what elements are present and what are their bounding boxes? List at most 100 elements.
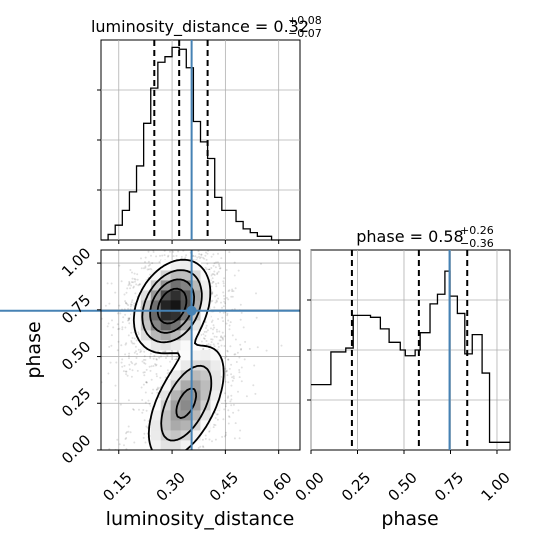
scatter-point (218, 265, 221, 268)
scatter-point (155, 358, 158, 360)
scatter-point (148, 365, 151, 368)
scatter-point (136, 273, 139, 276)
title-luminosity-distance-minus: −0.07 (288, 27, 322, 40)
scatter-point (239, 303, 242, 306)
density-cell (180, 270, 191, 281)
density-cell (150, 270, 162, 281)
scatter-point (211, 299, 214, 302)
scatter-point (128, 282, 131, 285)
density-cell (200, 410, 211, 421)
scatter-point (214, 424, 217, 427)
scatter-point (128, 280, 131, 283)
scatter-point (210, 255, 213, 258)
scatter-point (280, 344, 283, 347)
scatter-point (146, 268, 149, 271)
scatter-point (159, 376, 162, 379)
scatter-point (138, 283, 141, 286)
scatter-point (216, 272, 219, 274)
scatter-point (210, 274, 213, 277)
scatter-point (232, 290, 235, 293)
scatter-point (200, 253, 203, 256)
scatter-point (142, 436, 145, 439)
scatter-point (208, 430, 211, 433)
scatter-point (125, 370, 128, 373)
scatter-point (129, 269, 132, 271)
scatter-point (133, 363, 136, 366)
density-cell (170, 420, 181, 431)
scatter-point (131, 271, 133, 274)
scatter-point (132, 408, 135, 411)
scatter-point (199, 445, 202, 448)
scatter-point (230, 394, 233, 397)
scatter-point (143, 371, 146, 374)
scatter-point (152, 357, 155, 360)
scatter-point (227, 358, 230, 361)
joint-xtick-label-2: 0.45 (206, 469, 242, 505)
density-cell (180, 320, 191, 331)
density-cell (160, 280, 172, 291)
scatter-point (136, 278, 139, 281)
scatter-point (192, 255, 195, 258)
scatter-point (209, 343, 212, 346)
scatter-point (202, 348, 205, 351)
scatter-point (122, 316, 125, 319)
scatter-point (125, 302, 127, 305)
scatter-point (204, 434, 207, 437)
scatter-point (145, 381, 148, 384)
scatter-point (198, 253, 201, 255)
scatter-point (212, 343, 215, 346)
scatter-point (176, 350, 179, 353)
scatter-point (233, 308, 236, 311)
scatter-point (210, 341, 213, 344)
scatter-point (213, 270, 216, 273)
scatter-point (220, 344, 223, 347)
joint-ytick-label-0: 0.00 (58, 431, 94, 467)
scatter-point (147, 420, 150, 422)
scatter-point (212, 332, 214, 335)
scatter-point (116, 438, 119, 441)
scatter-point (203, 330, 206, 333)
scatter-point (144, 391, 147, 394)
scatter-point (210, 327, 212, 330)
density-cell (190, 290, 201, 301)
scatter-point (128, 357, 130, 360)
scatter-point (217, 297, 220, 300)
scatter-point (142, 409, 145, 411)
scatter-point (219, 267, 222, 270)
density-cell (170, 290, 181, 301)
joint-contours (132, 258, 225, 450)
scatter-point (132, 408, 135, 411)
scatter-point (228, 289, 231, 292)
scatter-point (205, 324, 208, 327)
density-cell (210, 400, 221, 411)
scatter-point (210, 300, 213, 303)
scatter-point (222, 294, 225, 297)
scatter-point (234, 338, 237, 341)
scatter-point (220, 301, 222, 304)
scatter-point (149, 267, 152, 270)
scatter-point (132, 281, 135, 284)
scatter-point (199, 257, 201, 260)
scatter-point (143, 374, 146, 377)
scatter-point (229, 345, 232, 348)
scatter-point (233, 261, 236, 264)
scatter-point (205, 340, 208, 342)
scatter-point (147, 264, 150, 267)
scatter-point (218, 339, 221, 342)
scatter-point (144, 261, 146, 263)
scatter-point (145, 409, 148, 412)
scatter-point (204, 321, 207, 324)
scatter-point (214, 438, 217, 441)
hist-phase-xtick-label-3: 0.75 (431, 469, 467, 505)
scatter-point (131, 299, 134, 302)
density-cell (150, 320, 162, 331)
scatter-point (217, 270, 220, 273)
scatter-point (175, 254, 178, 257)
scatter-point (231, 295, 234, 298)
scatter-point (150, 254, 152, 257)
scatter-point (235, 361, 238, 363)
scatter-point (142, 358, 145, 361)
scatter-point (121, 326, 124, 329)
scatter-point (124, 301, 127, 304)
scatter-point (130, 281, 133, 284)
